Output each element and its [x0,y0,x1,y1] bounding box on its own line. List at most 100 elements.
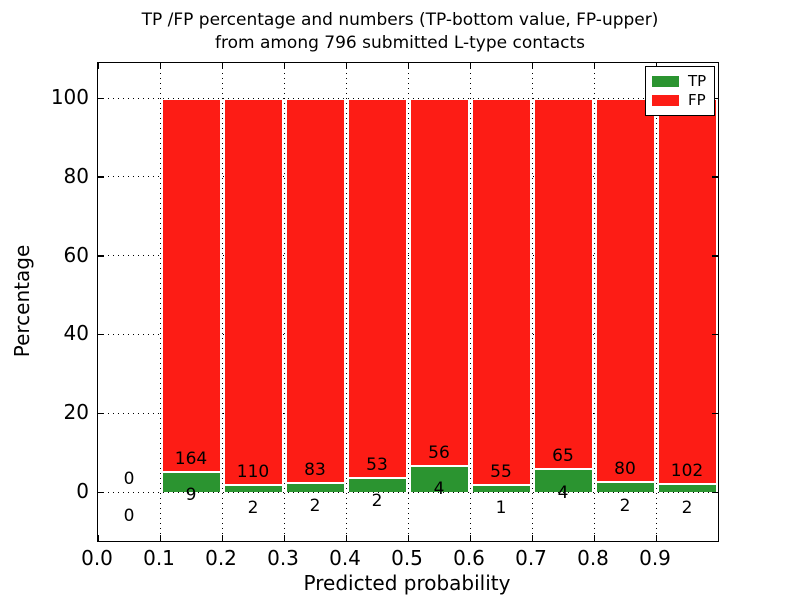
grid-line-vertical [531,63,533,541]
y-tick-label: 40 [63,321,89,346]
y-tick-label: 80 [63,163,89,188]
y-tick-mark-right [712,176,718,178]
bar-count-label-tp: 1 [495,498,507,519]
bar-segment-fp [533,98,593,470]
y-tick-mark-right [712,333,718,336]
legend-item-tp: TP [652,72,708,91]
x-tick-mark-top [283,63,285,69]
x-tick-label: 0.1 [143,546,175,570]
grid-line-vertical [221,63,223,541]
bar-count-label-tp: 2 [681,497,693,518]
x-tick-mark-top [97,63,99,69]
x-tick-mark-bottom [655,535,657,541]
legend-item-fp: FP [652,91,708,110]
x-tick-mark-bottom [593,535,595,541]
x-tick-mark-top [345,63,347,69]
x-tick-mark-bottom [407,535,409,541]
x-tick-mark-top [159,63,161,69]
bar-segment-tp [533,469,593,492]
bar-segment-tp [409,465,469,492]
bar-segment-fp [223,98,283,485]
grid-line-vertical [159,63,161,541]
y-tick-mark-right [712,97,718,99]
bar-count-label-tp: 2 [247,498,259,519]
y-tick-mark-left [98,412,104,415]
bar-count-label-tp: 4 [557,482,569,503]
y-tick-label: 0 [76,479,89,503]
bar-count-label-fp: 53 [366,454,388,475]
bar-segment-fp [285,98,345,483]
grid-line-vertical [593,63,595,541]
y-tick-label: 60 [63,242,89,267]
fp-color-swatch [652,95,679,106]
tp-color-swatch [652,76,679,87]
x-tick-mark-bottom [221,535,223,541]
bar-segment-fp [595,98,655,483]
bar-count-label-tp: 2 [619,495,631,516]
bar-segment-fp [409,98,469,466]
legend: TP FP [645,66,715,116]
chart-title-line2: from among 796 submitted L-type contacts [214,33,585,53]
bar-count-label-fp: 102 [670,461,704,482]
x-tick-label: 0.8 [577,546,609,570]
grid-line-vertical [283,63,285,541]
x-tick-mark-top [531,63,533,69]
legend-label-tp: TP [688,72,707,90]
x-tick-label: 0.6 [453,546,485,570]
x-tick-mark-bottom [97,535,99,541]
grid-line-vertical [655,63,657,541]
bar-count-label-fp: 56 [428,442,450,463]
y-tick-label: 100 [50,85,89,109]
bar-segment-tp [223,484,283,492]
x-tick-mark-bottom [469,535,471,541]
bar-segment-fp [347,98,407,478]
bar-count-label-tp: 4 [433,479,445,500]
bar-count-label-tp: 9 [185,485,197,505]
bar-segment-tp [285,482,345,492]
y-tick-mark-left [98,333,104,336]
bar-segment-tp [595,482,655,492]
x-tick-mark-top [469,63,471,69]
grid-line-vertical [469,63,471,541]
bar-segment-tp [471,484,531,492]
plot-area: 0 0 164 9 110 2 83 2 53 2 56 4 55 1 65 4 80 2 102 2 [97,62,719,542]
x-tick-mark-bottom [283,535,285,541]
x-tick-label: 0.3 [267,546,299,570]
bar-count-label-fp: 55 [490,461,512,482]
x-axis-label: Predicted probability [303,571,511,595]
bar-count-label-fp: 65 [552,446,574,467]
bar-count-label-tp: 2 [371,491,383,512]
x-tick-label: 0.0 [81,546,113,570]
y-tick-mark-left [98,491,104,493]
grid-line-vertical [345,63,347,541]
x-tick-mark-bottom [531,535,533,541]
bar-count-label-fp: 80 [614,459,636,480]
bar-count-label-fp: 0 [123,469,135,489]
chart-title: TP /FP percentage and numbers (TP-bottom… [0,9,800,55]
bar-segment-tp [161,471,221,492]
bar-count-label-fp: 83 [304,459,326,480]
bar-count-label-fp: 110 [236,461,270,482]
x-tick-mark-top [593,63,595,69]
x-tick-mark-bottom [345,535,347,541]
x-tick-label: 0.5 [391,546,423,570]
bar-segment-fp [657,98,717,485]
x-tick-label: 0.9 [639,546,671,570]
y-tick-mark-right [712,491,718,493]
x-tick-label: 0.2 [205,546,237,570]
y-tick-mark-left [98,255,104,257]
x-tick-mark-top [407,63,409,69]
bar-segment-fp [161,98,221,472]
bar-segment-tp [347,477,407,492]
bar-segment-tp [657,484,717,492]
x-tick-mark-top [221,63,223,69]
grid-line-vertical [407,63,409,541]
bar-count-label-fp: 164 [174,448,208,469]
x-tick-label: 0.7 [515,546,547,570]
y-tick-mark-left [98,97,104,99]
x-tick-mark-bottom [159,535,161,541]
x-tick-label: 0.4 [329,546,361,570]
bar-count-label-tp: 0 [123,505,135,526]
legend-label-fp: FP [688,91,706,109]
